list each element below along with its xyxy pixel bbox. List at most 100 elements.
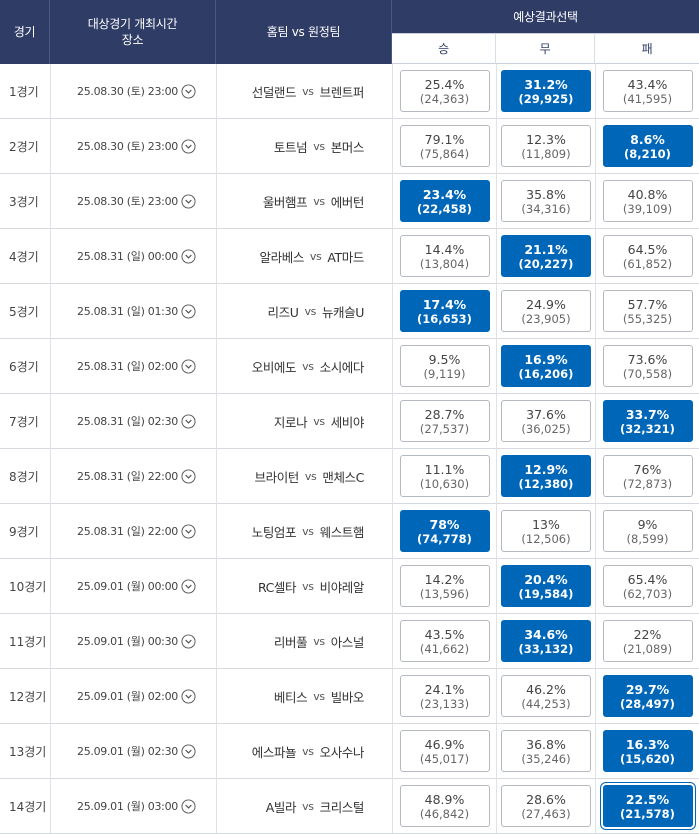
datetime-text: 25.08.31 (일) 00:00 bbox=[77, 250, 178, 263]
option-cell-loss: 33.7% (32,321) bbox=[595, 394, 699, 449]
away-team: 에버턴 bbox=[330, 194, 365, 210]
vs-label: vs bbox=[304, 304, 316, 318]
venue-dropdown-icon[interactable] bbox=[181, 798, 196, 814]
option-percent: 25.4% bbox=[424, 76, 465, 92]
option-percent: 8.6% bbox=[630, 131, 665, 147]
option-win-button[interactable]: 9.5% (9,119) bbox=[399, 345, 490, 387]
vs-label: vs bbox=[302, 579, 314, 593]
away-team: 뉴캐슬U bbox=[321, 304, 364, 320]
option-draw-button[interactable]: 12.3% (11,809) bbox=[501, 125, 591, 167]
option-loss-button[interactable]: 9% (8,599) bbox=[602, 510, 693, 552]
option-win-button[interactable]: 11.1% (10,630) bbox=[399, 455, 490, 497]
match-datetime: 25.08.31 (일) 22:00 bbox=[50, 449, 216, 504]
option-draw-button[interactable]: 13% (12,506) bbox=[501, 510, 591, 552]
option-loss-button[interactable]: 57.7% (55,325) bbox=[602, 290, 693, 332]
option-percent: 24.1% bbox=[424, 681, 465, 697]
option-win-button[interactable]: 48.9% (46,842) bbox=[399, 785, 490, 827]
option-loss-button[interactable]: 22.5% (21,578) bbox=[602, 785, 693, 827]
option-draw-button[interactable]: 16.9% (16,206) bbox=[501, 345, 591, 387]
option-percent: 36.8% bbox=[526, 736, 566, 752]
option-loss-button[interactable]: 40.8% (39,109) bbox=[602, 180, 693, 222]
venue-dropdown-icon[interactable] bbox=[181, 248, 196, 264]
option-cell-loss: 22.5% (21,578) bbox=[595, 779, 699, 834]
option-loss-button[interactable]: 76% (72,873) bbox=[602, 455, 693, 497]
option-percent: 43.4% bbox=[627, 76, 668, 92]
option-draw-button[interactable]: 31.2% (29,925) bbox=[501, 70, 591, 112]
datetime-text: 25.08.30 (토) 23:00 bbox=[77, 85, 178, 98]
option-win-button[interactable]: 28.7% (27,537) bbox=[399, 400, 490, 442]
option-win-button[interactable]: 24.1% (23,133) bbox=[399, 675, 490, 717]
option-percent: 16.9% bbox=[524, 351, 568, 367]
option-loss-button[interactable]: 64.5% (61,852) bbox=[602, 235, 693, 277]
option-loss-button[interactable]: 43.4% (41,595) bbox=[602, 70, 693, 112]
datetime-text: 25.08.31 (일) 02:00 bbox=[77, 360, 178, 373]
option-loss-button[interactable]: 8.6% (8,210) bbox=[602, 125, 693, 167]
option-loss-button[interactable]: 29.7% (28,497) bbox=[602, 675, 693, 717]
option-loss-button[interactable]: 33.7% (32,321) bbox=[602, 400, 693, 442]
option-win-button[interactable]: 78% (74,778) bbox=[399, 510, 490, 552]
option-percent: 34.6% bbox=[524, 626, 568, 642]
option-draw-button[interactable]: 46.2% (44,253) bbox=[501, 675, 591, 717]
option-cell-draw: 16.9% (16,206) bbox=[496, 339, 595, 394]
venue-dropdown-icon[interactable] bbox=[181, 138, 196, 154]
option-cell-loss: 8.6% (8,210) bbox=[595, 119, 699, 174]
datetime-text: 25.08.30 (토) 23:00 bbox=[77, 195, 178, 208]
option-draw-button[interactable]: 36.8% (35,246) bbox=[501, 730, 591, 772]
option-win-button[interactable]: 25.4% (24,363) bbox=[399, 70, 490, 112]
option-draw-button[interactable]: 37.6% (36,025) bbox=[501, 400, 591, 442]
option-cell-draw: 36.8% (35,246) bbox=[496, 724, 595, 779]
venue-dropdown-icon[interactable] bbox=[181, 358, 196, 374]
vs-label: vs bbox=[313, 689, 325, 703]
home-team: 노팅엄포 bbox=[251, 524, 297, 540]
option-draw-button[interactable]: 35.8% (34,316) bbox=[501, 180, 591, 222]
option-draw-button[interactable]: 24.9% (23,905) bbox=[501, 290, 591, 332]
option-count: (44,253) bbox=[521, 696, 571, 711]
match-number: 6경기 bbox=[0, 339, 50, 394]
option-win-button[interactable]: 14.4% (13,804) bbox=[399, 235, 490, 277]
option-win-button[interactable]: 79.1% (75,864) bbox=[399, 125, 490, 167]
venue-dropdown-icon[interactable] bbox=[181, 743, 196, 759]
option-loss-button[interactable]: 73.6% (70,558) bbox=[602, 345, 693, 387]
option-cell-win: 17.4% (16,653) bbox=[392, 284, 496, 339]
option-win-button[interactable]: 46.9% (45,017) bbox=[399, 730, 490, 772]
venue-dropdown-icon[interactable] bbox=[181, 468, 196, 484]
venue-dropdown-icon[interactable] bbox=[181, 688, 196, 704]
option-draw-button[interactable]: 12.9% (12,380) bbox=[501, 455, 591, 497]
option-cell-loss: 9% (8,599) bbox=[595, 504, 699, 559]
option-win-button[interactable]: 17.4% (16,653) bbox=[399, 290, 490, 332]
match-number: 4경기 bbox=[0, 229, 50, 284]
venue-dropdown-icon[interactable] bbox=[181, 193, 196, 209]
option-win-button[interactable]: 23.4% (22,458) bbox=[399, 180, 490, 222]
option-win-button[interactable]: 14.2% (13,596) bbox=[399, 565, 490, 607]
home-team: 리버풀 bbox=[273, 634, 308, 650]
venue-dropdown-icon[interactable] bbox=[181, 578, 196, 594]
venue-dropdown-icon[interactable] bbox=[181, 83, 196, 99]
venue-dropdown-icon[interactable] bbox=[181, 523, 196, 539]
option-count: (23,905) bbox=[521, 311, 571, 326]
option-percent: 9.5% bbox=[428, 351, 461, 367]
vs-label: vs bbox=[313, 414, 325, 428]
option-count: (28,497) bbox=[620, 696, 675, 711]
header-draw: 무 bbox=[496, 33, 595, 64]
option-percent: 22.5% bbox=[625, 791, 670, 807]
option-draw-button[interactable]: 28.6% (27,463) bbox=[501, 785, 591, 827]
venue-dropdown-icon[interactable] bbox=[181, 633, 196, 649]
match-number: 11경기 bbox=[0, 614, 50, 669]
option-loss-button[interactable]: 22% (21,089) bbox=[602, 620, 693, 662]
header-win: 승 bbox=[392, 33, 496, 64]
option-percent: 28.7% bbox=[424, 406, 465, 422]
option-cell-win: 78% (74,778) bbox=[392, 504, 496, 559]
vs-label: vs bbox=[302, 84, 314, 98]
option-draw-button[interactable]: 21.1% (20,227) bbox=[501, 235, 591, 277]
option-count: (12,506) bbox=[521, 531, 571, 546]
option-loss-button[interactable]: 65.4% (62,703) bbox=[602, 565, 693, 607]
option-loss-button[interactable]: 16.3% (15,620) bbox=[602, 730, 693, 772]
option-draw-button[interactable]: 20.4% (19,584) bbox=[501, 565, 591, 607]
option-win-button[interactable]: 43.5% (41,662) bbox=[399, 620, 490, 662]
option-cell-win: 23.4% (22,458) bbox=[392, 174, 496, 229]
match-number: 1경기 bbox=[0, 64, 50, 119]
option-draw-button[interactable]: 34.6% (33,132) bbox=[501, 620, 591, 662]
venue-dropdown-icon[interactable] bbox=[181, 413, 196, 429]
option-cell-win: 24.1% (23,133) bbox=[392, 669, 496, 724]
venue-dropdown-icon[interactable] bbox=[181, 303, 196, 319]
